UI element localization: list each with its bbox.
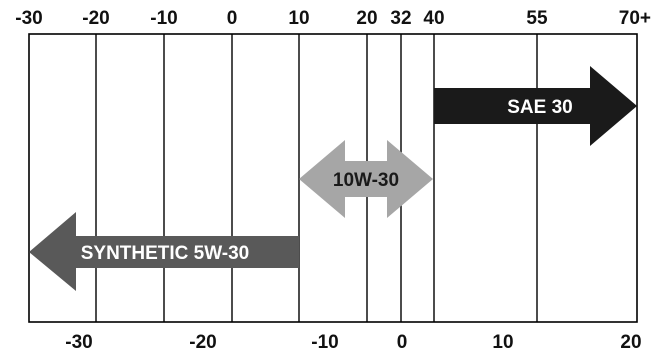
bottom-tick-label: 10 [492,332,513,353]
top-tick-label: 0 [227,8,238,29]
top-tick-label: 70+ [619,8,651,29]
arrow-sae-30-label: SAE 30 [507,97,572,118]
arrow-synthetic-5w-30-label: SYNTHETIC 5W-30 [81,243,250,264]
top-tick-label: -30 [15,8,42,29]
arrow-sae-30-shape [434,66,637,146]
arrow-10w-30-shape [299,140,433,218]
bottom-tick-label: -10 [311,332,338,353]
top-tick-label: 55 [526,8,548,29]
top-tick-label: -20 [82,8,109,29]
arrow-sae-30: SAE 30 [434,66,637,146]
arrow-10w-30: 10W-30 [299,140,433,218]
top-axis-labels: -30 -20 -10 0 10 20 32 40 55 70+ [15,8,651,29]
bottom-tick-label: 0 [397,332,408,353]
arrow-10w-30-label: 10W-30 [333,170,399,191]
top-tick-label: -10 [150,8,177,29]
bottom-tick-label: 20 [620,332,641,353]
arrow-synthetic-5w-30: SYNTHETIC 5W-30 [29,212,299,291]
bottom-axis-labels: -30 -20 -10 0 10 20 [65,332,641,353]
top-tick-label: 20 [356,8,377,29]
bottom-tick-label: -30 [65,332,92,353]
top-tick-label: 40 [423,8,444,29]
grid-lines [95,34,538,322]
chart-frame [28,33,638,323]
bottom-tick-label: -20 [189,332,216,353]
top-tick-label: 32 [390,8,411,29]
arrow-synthetic-5w-30-shape [29,212,299,291]
top-tick-label: 10 [288,8,309,29]
